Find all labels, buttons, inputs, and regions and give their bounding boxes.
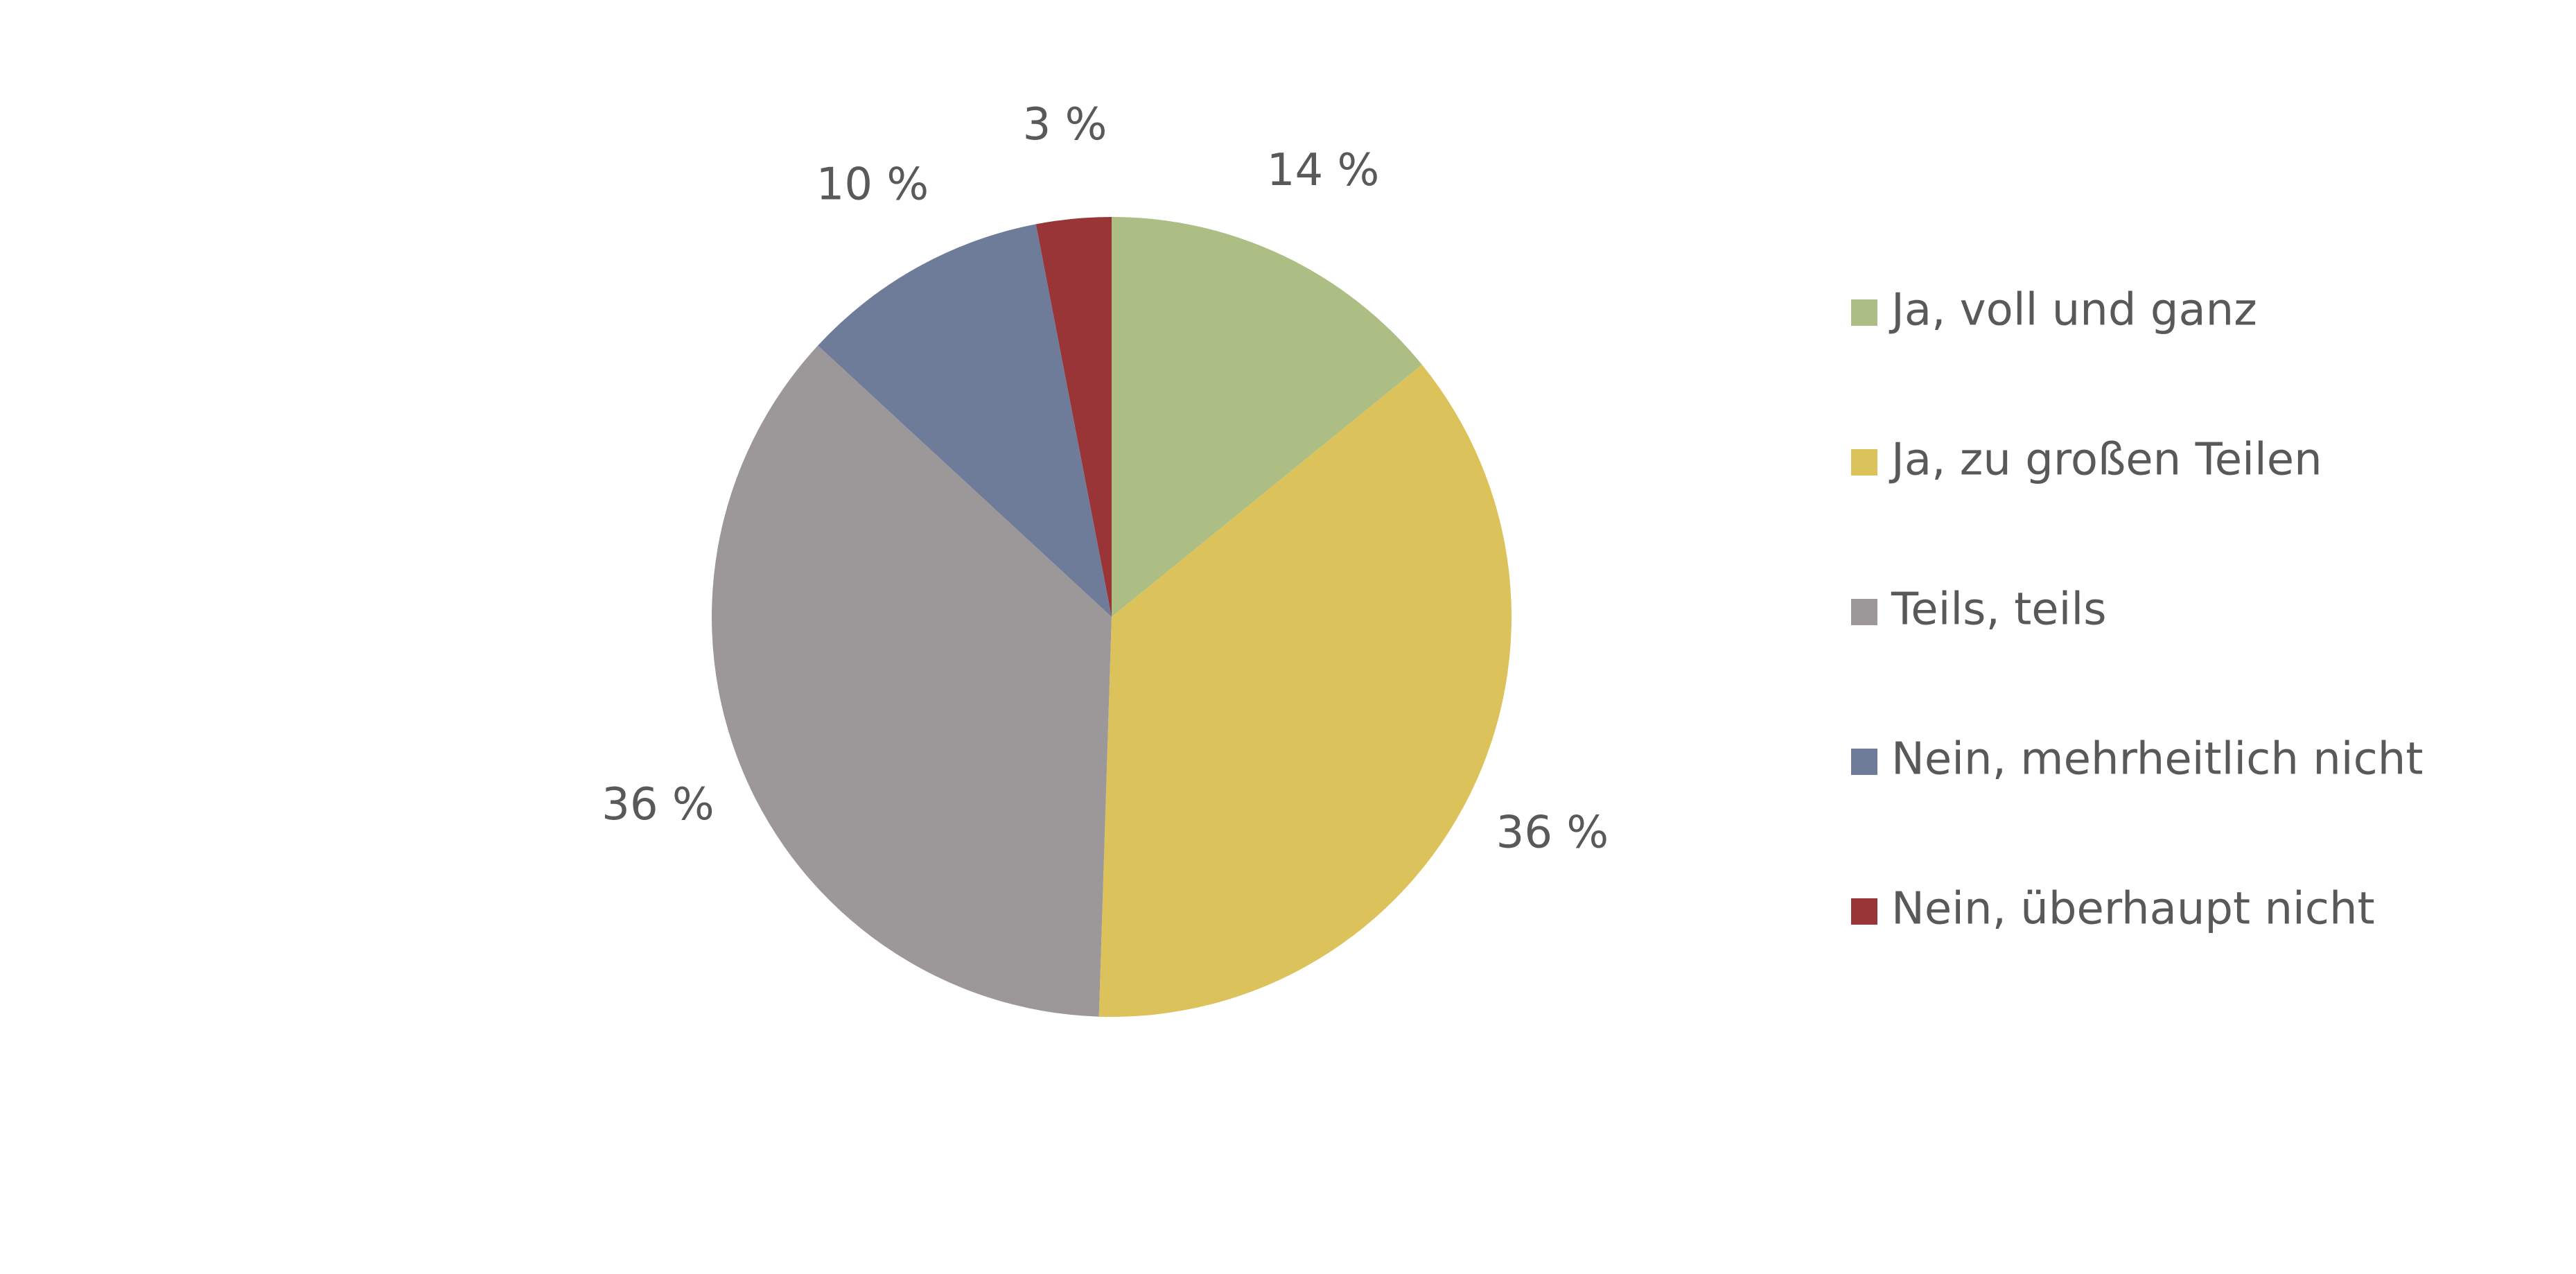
data-label: 14 % [1267,145,1380,196]
data-label: 36 % [602,779,715,830]
pie-slice [1098,365,1512,1017]
legend-label: Ja, voll und ganz [1889,285,2257,336]
pie-slice [818,224,1112,618]
legend-swatch [1851,749,1877,775]
pie-slice [1035,217,1112,617]
pie-slice [712,345,1112,1017]
legend-swatch [1851,599,1877,625]
legend-swatch [1851,299,1877,326]
data-label: 3 % [1023,99,1107,150]
legend-swatch [1851,898,1877,925]
legend-label: Nein, überhaupt nicht [1891,884,2375,935]
data-label: 10 % [816,159,929,210]
data-label: 36 % [1496,808,1609,859]
pie-slice [1112,217,1422,617]
legend-label: Ja, zu großen Teilen [1889,435,2322,486]
legend-label: Nein, mehrheitlich nicht [1891,734,2423,785]
legend-label: Teils, teils [1891,584,2107,636]
legend-swatch [1851,449,1877,475]
